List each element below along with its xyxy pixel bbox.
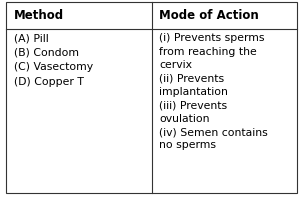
Text: Method: Method: [14, 9, 64, 22]
Text: (A) Pill
(B) Condom
(C) Vasectomy
(D) Copper T: (A) Pill (B) Condom (C) Vasectomy (D) Co…: [14, 33, 93, 87]
Text: Mode of Action: Mode of Action: [159, 9, 259, 22]
Text: (i) Prevents sperms
from reaching the
cervix
(ii) Prevents
implantation
(iii) Pr: (i) Prevents sperms from reaching the ce…: [159, 33, 268, 150]
